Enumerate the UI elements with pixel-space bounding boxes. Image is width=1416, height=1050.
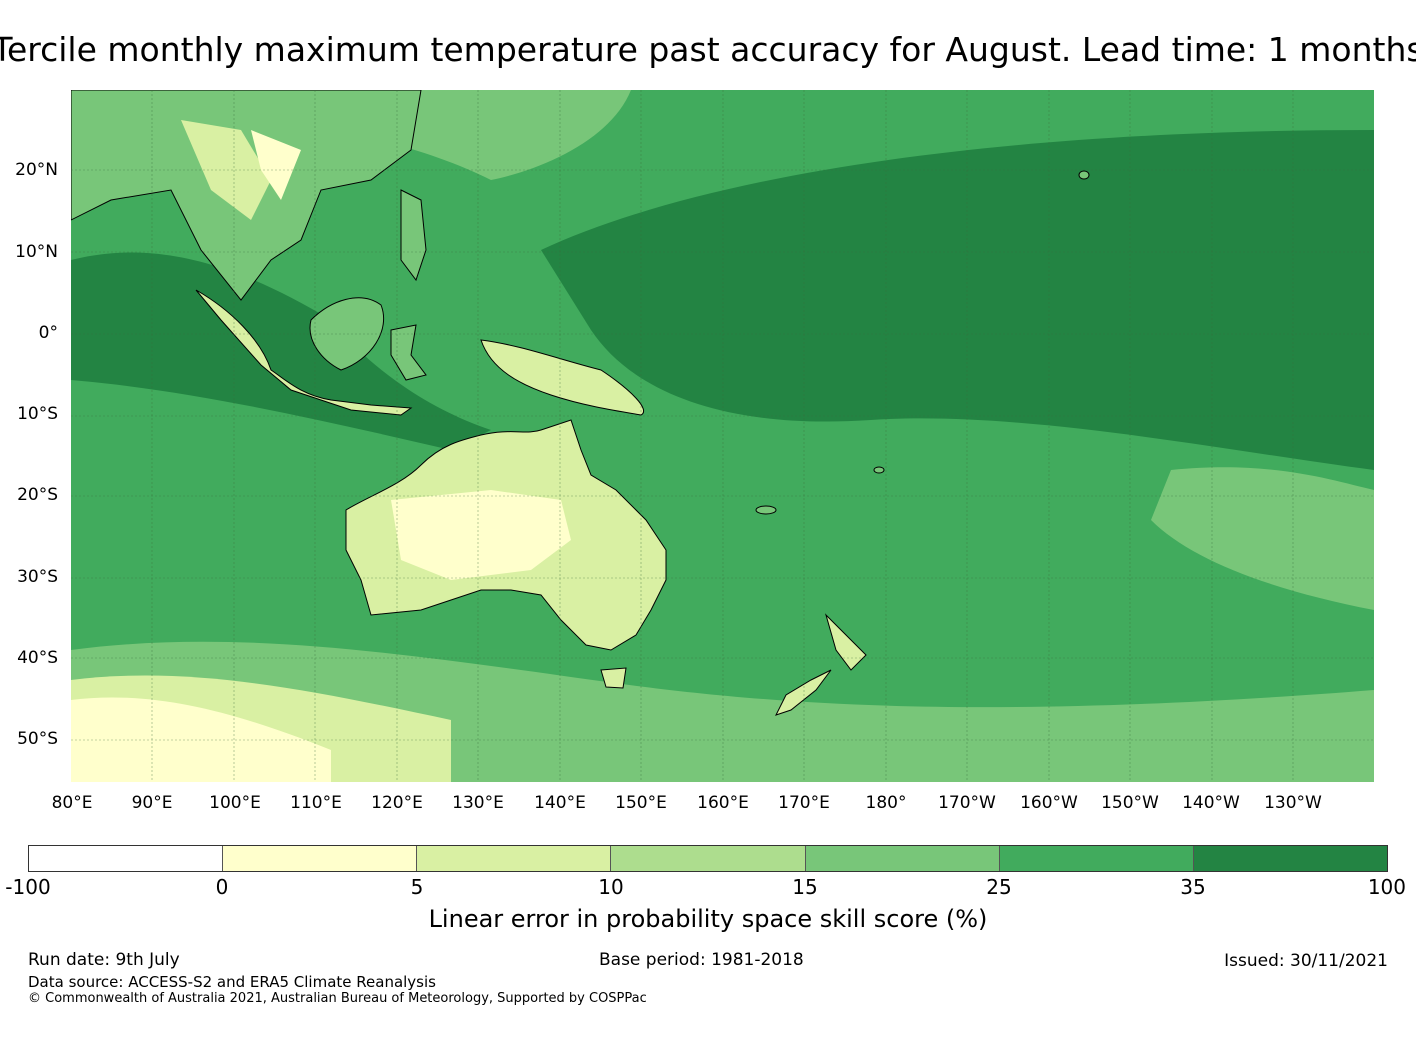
colorbar-tick: -100 — [5, 875, 51, 899]
lat-label-10s: 10°S — [17, 404, 58, 424]
lon-label-170e: 170°E — [778, 793, 830, 813]
colorbar-tick: 25 — [986, 875, 1012, 899]
lon-label-150w: 150°W — [1101, 793, 1159, 813]
new-caledonia — [755, 505, 777, 515]
east-light-patch — [1151, 467, 1374, 610]
colorbar-tick: 100 — [1367, 875, 1406, 899]
colorbar-segment — [417, 846, 612, 871]
data-source: Data source: ACCESS-S2 and ERA5 Climate … — [28, 973, 436, 991]
colorbar-tick: 10 — [598, 875, 624, 899]
sumatra-java — [195, 289, 413, 416]
fiji — [873, 466, 885, 474]
indian-ocean-band — [71, 252, 491, 450]
dark-skill-band — [541, 130, 1374, 470]
lon-label-150e: 150°E — [615, 793, 667, 813]
sulawesi — [390, 324, 427, 381]
colorbar-tick: 0 — [215, 875, 229, 899]
colorbar — [28, 845, 1388, 872]
lon-label-170w: 170°W — [938, 793, 996, 813]
lat-label-40s: 40°S — [17, 648, 58, 668]
colorbar-tick: 5 — [410, 875, 424, 899]
lat-label-20s: 20°S — [17, 485, 58, 505]
philippines — [400, 189, 427, 282]
graticule — [71, 90, 1374, 782]
colorbar-segment — [29, 846, 224, 871]
indochina-yellow — [251, 130, 301, 200]
lon-label-110e: 110°E — [290, 793, 342, 813]
lon-label-100e: 100°E — [209, 793, 261, 813]
lon-label-130e: 130°E — [452, 793, 504, 813]
borneo — [309, 297, 385, 371]
colorbar-label: Linear error in probability space skill … — [428, 905, 988, 933]
southern-ocean-yellow — [71, 697, 331, 782]
colorbar-segment — [223, 846, 418, 871]
skill-score-map — [71, 90, 1374, 782]
colorbar-segment — [611, 846, 806, 871]
lon-label-140e: 140°E — [534, 793, 586, 813]
lat-label-0: 0° — [38, 323, 58, 343]
lon-label-160w: 160°W — [1020, 793, 1078, 813]
issued-date: Issued: 30/11/2021 — [1224, 951, 1388, 971]
nz-south-island — [775, 669, 832, 716]
base-period: Base period: 1981-2018 — [599, 950, 804, 970]
copyright: © Commonwealth of Australia 2021, Austra… — [28, 991, 647, 1006]
hawaii — [1078, 170, 1090, 180]
lat-label-30s: 30°S — [17, 567, 58, 587]
lon-label-80e: 80°E — [51, 793, 93, 813]
lat-label-50s: 50°S — [17, 729, 58, 749]
lon-label-90e: 90°E — [131, 793, 173, 813]
colorbar-segment — [999, 846, 1194, 871]
lon-label-140w: 140°W — [1182, 793, 1240, 813]
lon-label-120e: 120°E — [371, 793, 423, 813]
lat-label-20n: 20°N — [15, 160, 58, 180]
colorbar-tick: 15 — [792, 875, 818, 899]
colorbar-segment — [1193, 846, 1387, 871]
indochina-pale — [181, 120, 271, 220]
tasmania — [600, 667, 627, 689]
run-date: Run date: 9th July — [28, 950, 180, 970]
lon-label-130w: 130°W — [1264, 793, 1322, 813]
nz-north-island — [824, 613, 867, 671]
lon-label-160e: 160°E — [697, 793, 749, 813]
lat-label-10n: 10°N — [15, 242, 58, 262]
lon-label-180: 180° — [865, 793, 907, 813]
colorbar-tick: 35 — [1180, 875, 1206, 899]
map-canvas — [71, 90, 1374, 782]
australia-interior — [391, 490, 571, 580]
colorbar-segment — [805, 846, 1000, 871]
map-title: Tercile monthly maximum temperature past… — [0, 30, 1416, 69]
